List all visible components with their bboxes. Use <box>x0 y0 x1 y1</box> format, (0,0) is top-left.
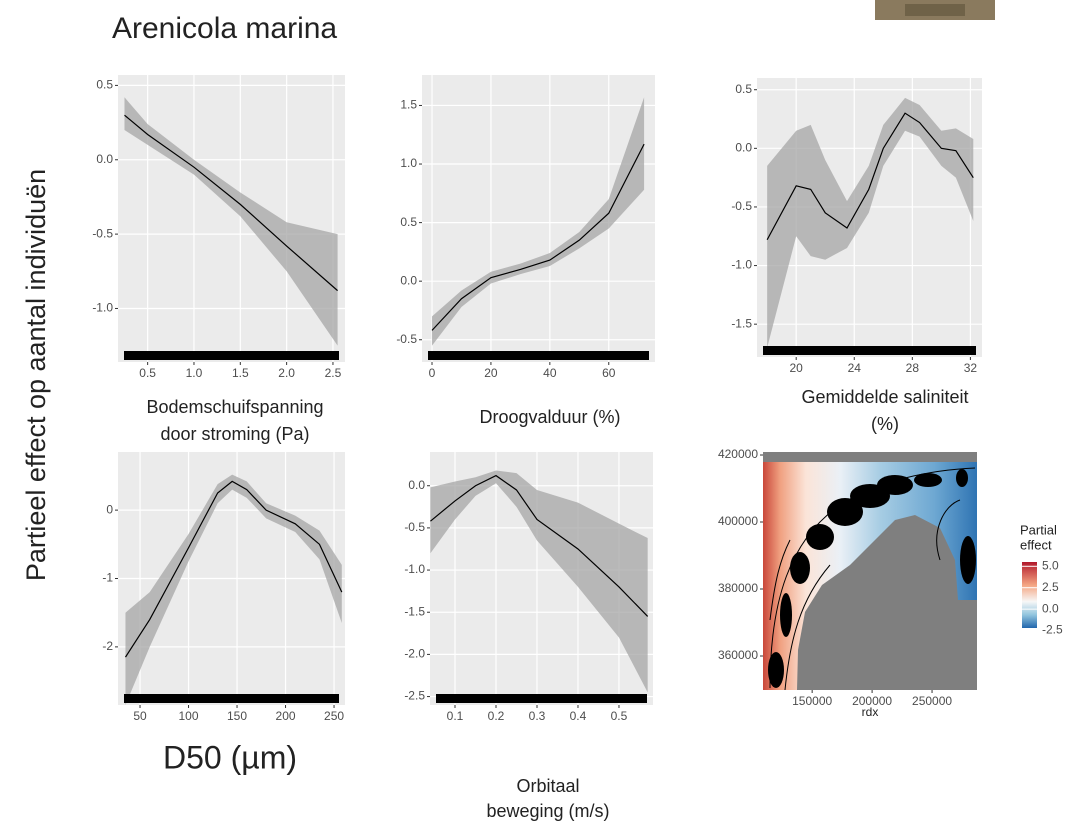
x-tick-label: 28 <box>906 361 920 375</box>
x-tick-label: 100 <box>179 709 199 723</box>
y-tick-label: -2.0 <box>404 647 425 661</box>
y-tick-label: 1.5 <box>400 98 417 112</box>
confidence-band <box>432 97 645 346</box>
x-tick-label: 1.0 <box>186 366 203 380</box>
y-tick-label: 0.0 <box>735 141 752 155</box>
y-tick-label: 0.0 <box>96 152 113 166</box>
x-tick-label: 150 <box>227 709 247 723</box>
y-tick-label: -1.0 <box>404 562 425 576</box>
y-tick-label: -0.5 <box>731 199 752 213</box>
x-tick-label: 200000 <box>852 694 892 708</box>
x-tick-label: 0 <box>429 366 436 380</box>
y-tick-label: 380000 <box>718 581 758 595</box>
figure-title: Arenicola marina <box>112 12 337 45</box>
fit-line <box>124 480 343 658</box>
photo-detail <box>905 4 965 16</box>
x-tick-label: 0.5 <box>611 709 628 723</box>
x-tick-label: 20 <box>790 361 804 375</box>
x-tick-label: 0.3 <box>529 709 546 723</box>
x-axis-title: beweging (m/s) <box>486 801 609 821</box>
y-tick-label: -1.5 <box>404 604 425 618</box>
confidence-band <box>430 470 648 693</box>
y-tick-label: -0.5 <box>404 520 425 534</box>
y-tick-label: 0 <box>106 502 113 516</box>
rug <box>436 694 647 703</box>
fit-line <box>124 114 338 292</box>
x-tick-label: 250000 <box>912 694 952 708</box>
y-tick-label: -1 <box>102 571 113 585</box>
figure-y-title: Partieel effect op aantal individuën <box>21 169 51 581</box>
confidence-band <box>124 97 338 346</box>
y-tick-label: 1.0 <box>400 156 417 170</box>
x-axis-title: D50 (µm) <box>163 739 297 775</box>
x-axis-title: Bodemschuifspanning <box>146 397 323 417</box>
y-tick-label: 360000 <box>718 648 758 662</box>
y-tick-label: -1.0 <box>731 258 752 272</box>
panel-background <box>118 75 345 362</box>
colorbar <box>1022 562 1037 628</box>
y-tick-label: -0.5 <box>396 332 417 346</box>
x-axis-title: (%) <box>871 414 899 434</box>
x-tick-label: 0.5 <box>139 366 156 380</box>
y-tick-label: 0.0 <box>408 478 425 492</box>
x-tick-label: 24 <box>848 361 862 375</box>
y-tick-label: -1.0 <box>92 301 113 315</box>
rug <box>124 351 339 360</box>
x-tick-label: 2.5 <box>325 366 342 380</box>
y-tick-label: 0.5 <box>400 215 417 229</box>
y-tick-label: 0.0 <box>400 273 417 287</box>
x-axis-title: rdx <box>862 705 879 719</box>
y-tick-label: 0.5 <box>96 78 113 92</box>
rug <box>428 351 649 360</box>
fit-line <box>430 474 649 617</box>
rug <box>763 346 976 355</box>
legend-title: Partial <box>1020 522 1057 537</box>
y-tick-label: 400000 <box>718 514 758 528</box>
x-tick-label: 1.5 <box>232 366 249 380</box>
confidence-band <box>125 474 342 705</box>
map-surface <box>763 452 977 691</box>
x-tick-label: 2.0 <box>278 366 295 380</box>
legend-title: effect <box>1020 537 1052 552</box>
colorbar-tick-label: 5.0 <box>1042 558 1059 572</box>
x-tick-label: 60 <box>602 366 616 380</box>
y-tick-label: -1.5 <box>731 316 752 330</box>
y-tick-label: 420000 <box>718 447 758 461</box>
x-tick-label: 0.2 <box>488 709 505 723</box>
x-axis-title: Gemiddelde saliniteit <box>801 387 968 407</box>
fit-line <box>766 112 974 241</box>
y-tick-label: -0.5 <box>92 226 113 240</box>
x-axis-title: Droogvalduur (%) <box>479 407 620 427</box>
confidence-band <box>767 97 974 348</box>
y-tick-label: 0.5 <box>735 82 752 96</box>
x-tick-label: 32 <box>964 361 978 375</box>
rug <box>124 694 339 703</box>
x-tick-label: 50 <box>133 709 147 723</box>
x-tick-label: 0.1 <box>447 709 464 723</box>
panel-background <box>422 75 655 362</box>
colorbar-tick-label: -2.5 <box>1042 623 1063 637</box>
y-tick-label: -2.5 <box>404 689 425 703</box>
fit-line <box>431 143 645 331</box>
x-tick-label: 0.4 <box>570 709 587 723</box>
x-tick-label: 20 <box>484 366 498 380</box>
colorbar-tick-label: 2.5 <box>1042 580 1059 594</box>
y-tick-label: -2 <box>102 639 113 653</box>
x-tick-label: 150000 <box>792 694 832 708</box>
colorbar-tick-label: 0.0 <box>1042 601 1059 615</box>
x-axis-title: Orbitaal <box>516 776 579 796</box>
x-tick-label: 200 <box>276 709 296 723</box>
x-tick-label: 40 <box>543 366 557 380</box>
x-tick-label: 250 <box>324 709 344 723</box>
x-axis-title: door stroming (Pa) <box>160 424 309 444</box>
